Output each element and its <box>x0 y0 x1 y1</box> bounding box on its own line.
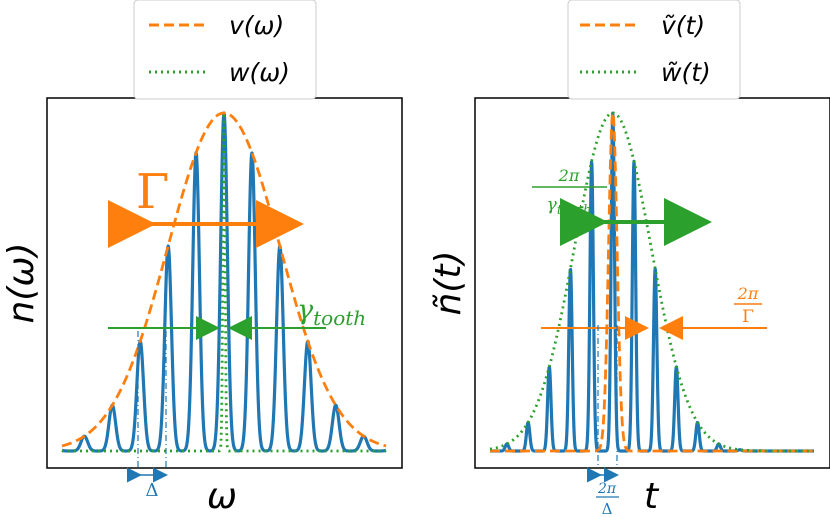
right-legend-label-wtilde: w̃(t) <box>661 58 711 87</box>
two-pi-numerator-orange: 2π <box>737 284 759 303</box>
left-legend-label-v: v(ω) <box>229 11 284 40</box>
left-panel: Γ γtooth Δ ω n(ω) v(ω) w(ω) <box>1 0 403 517</box>
left-annotations: Γ γtooth Δ <box>108 164 366 501</box>
two-pi-numerator-green: 2π <box>558 166 580 185</box>
right-plot <box>488 111 816 453</box>
gamma-tooth-base-right: γ <box>547 195 558 215</box>
gamma-tooth-base: γ <box>297 295 314 326</box>
big-gamma-denominator: Γ <box>742 307 754 327</box>
left-ylabel: n(ω) <box>1 242 42 323</box>
two-pi-over-delta-label: 2π Δ <box>596 481 619 517</box>
two-pi-numerator-blue: 2π <box>597 481 617 497</box>
right-ylabel: ñ(t) <box>428 250 469 315</box>
right-legend: ṽ(t) w̃(t) <box>567 0 741 100</box>
left-series-1-line <box>60 111 388 448</box>
delta-label: Δ <box>146 480 159 501</box>
left-series-2-line <box>60 111 388 453</box>
right-legend-label-vtilde: ṽ(t) <box>661 11 705 40</box>
two-pi-over-gamma-label: 2π Γ <box>734 284 762 327</box>
two-pi-over-gamma-tooth-label: 2π γtooth <box>532 166 607 218</box>
left-legend: v(ω) w(ω) <box>133 0 317 100</box>
gamma-label: Γ <box>136 164 169 220</box>
gamma-tooth-sub-right: tooth <box>557 203 591 218</box>
gamma-tooth-denominator: γtooth <box>547 195 592 218</box>
delta-denominator: Δ <box>602 500 613 517</box>
gamma-tooth-sub: tooth <box>313 306 366 330</box>
right-panel: 2π γtooth 2π Γ 2π Δ t ñ(t) <box>428 0 830 517</box>
gamma-tooth-label: γtooth <box>297 295 366 330</box>
left-legend-label-w: w(ω) <box>229 58 290 87</box>
left-plot <box>60 111 388 453</box>
left-xlabel: ω <box>207 476 237 517</box>
right-series-2-line <box>488 111 816 453</box>
right-xlabel: t <box>644 476 660 517</box>
right-annotations: 2π γtooth 2π Γ 2π Δ <box>532 166 767 517</box>
right-legend-box <box>567 0 741 100</box>
